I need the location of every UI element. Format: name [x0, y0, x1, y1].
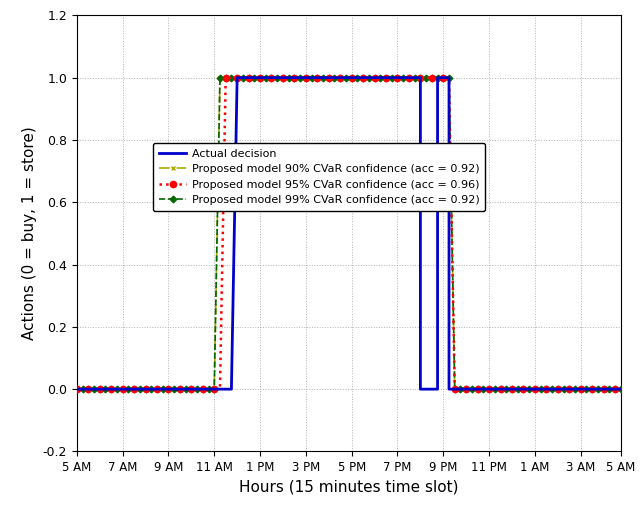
Proposed model 95% CVaR confidence (acc = 0.96)	[222, 74, 230, 81]
Actual decision	[434, 74, 442, 81]
Actual decision	[434, 386, 442, 392]
Actual decision	[417, 386, 424, 392]
Proposed model 95% CVaR confidence (acc = 0.96)	[234, 74, 241, 81]
Proposed model 90% CVaR confidence (acc = 0.92)	[371, 74, 378, 81]
Proposed model 99% CVaR confidence (acc = 0.92)	[314, 74, 321, 81]
Proposed model 90% CVaR confidence (acc = 0.92)	[147, 386, 155, 392]
Actual decision	[228, 386, 236, 392]
Proposed model 90% CVaR confidence (acc = 0.92)	[73, 386, 81, 392]
Actual decision	[422, 386, 430, 392]
Line: Proposed model 95% CVaR confidence (acc = 0.96): Proposed model 95% CVaR confidence (acc …	[74, 74, 624, 392]
Actual decision	[445, 386, 453, 392]
Legend: Actual decision, Proposed model 90% CVaR confidence (acc = 0.92), Proposed model: Actual decision, Proposed model 90% CVaR…	[153, 143, 485, 211]
Line: Actual decision: Actual decision	[77, 77, 621, 389]
Proposed model 95% CVaR confidence (acc = 0.96)	[147, 386, 155, 392]
Proposed model 95% CVaR confidence (acc = 0.96)	[73, 386, 81, 392]
Proposed model 99% CVaR confidence (acc = 0.92)	[353, 74, 361, 81]
Proposed model 99% CVaR confidence (acc = 0.92)	[234, 74, 241, 81]
Proposed model 99% CVaR confidence (acc = 0.92)	[371, 74, 378, 81]
Proposed model 99% CVaR confidence (acc = 0.92)	[147, 386, 155, 392]
Proposed model 90% CVaR confidence (acc = 0.92)	[353, 74, 361, 81]
Proposed model 90% CVaR confidence (acc = 0.92)	[234, 74, 241, 81]
Actual decision	[417, 74, 424, 81]
Proposed model 95% CVaR confidence (acc = 0.96)	[353, 74, 361, 81]
Proposed model 95% CVaR confidence (acc = 0.96)	[617, 386, 625, 392]
Y-axis label: Actions (0 = buy, 1 = store): Actions (0 = buy, 1 = store)	[22, 127, 37, 340]
Actual decision	[228, 386, 236, 392]
Actual decision	[73, 386, 81, 392]
Proposed model 99% CVaR confidence (acc = 0.92)	[617, 386, 625, 392]
Proposed model 99% CVaR confidence (acc = 0.92)	[216, 74, 224, 81]
Proposed model 99% CVaR confidence (acc = 0.92)	[73, 386, 81, 392]
Actual decision	[234, 74, 241, 81]
Proposed model 90% CVaR confidence (acc = 0.92)	[216, 74, 224, 81]
Proposed model 90% CVaR confidence (acc = 0.92)	[314, 74, 321, 81]
Actual decision	[445, 74, 453, 81]
Line: Proposed model 90% CVaR confidence (acc = 0.92): Proposed model 90% CVaR confidence (acc …	[74, 75, 623, 391]
Line: Proposed model 99% CVaR confidence (acc = 0.92): Proposed model 99% CVaR confidence (acc …	[74, 75, 623, 391]
Proposed model 90% CVaR confidence (acc = 0.92)	[577, 386, 584, 392]
X-axis label: Hours (15 minutes time slot): Hours (15 minutes time slot)	[239, 480, 458, 495]
Actual decision	[617, 386, 625, 392]
Proposed model 95% CVaR confidence (acc = 0.96)	[577, 386, 584, 392]
Proposed model 90% CVaR confidence (acc = 0.92)	[617, 386, 625, 392]
Actual decision	[440, 74, 447, 81]
Proposed model 95% CVaR confidence (acc = 0.96)	[314, 74, 321, 81]
Actual decision	[451, 386, 459, 392]
Proposed model 95% CVaR confidence (acc = 0.96)	[371, 74, 378, 81]
Proposed model 99% CVaR confidence (acc = 0.92)	[577, 386, 584, 392]
